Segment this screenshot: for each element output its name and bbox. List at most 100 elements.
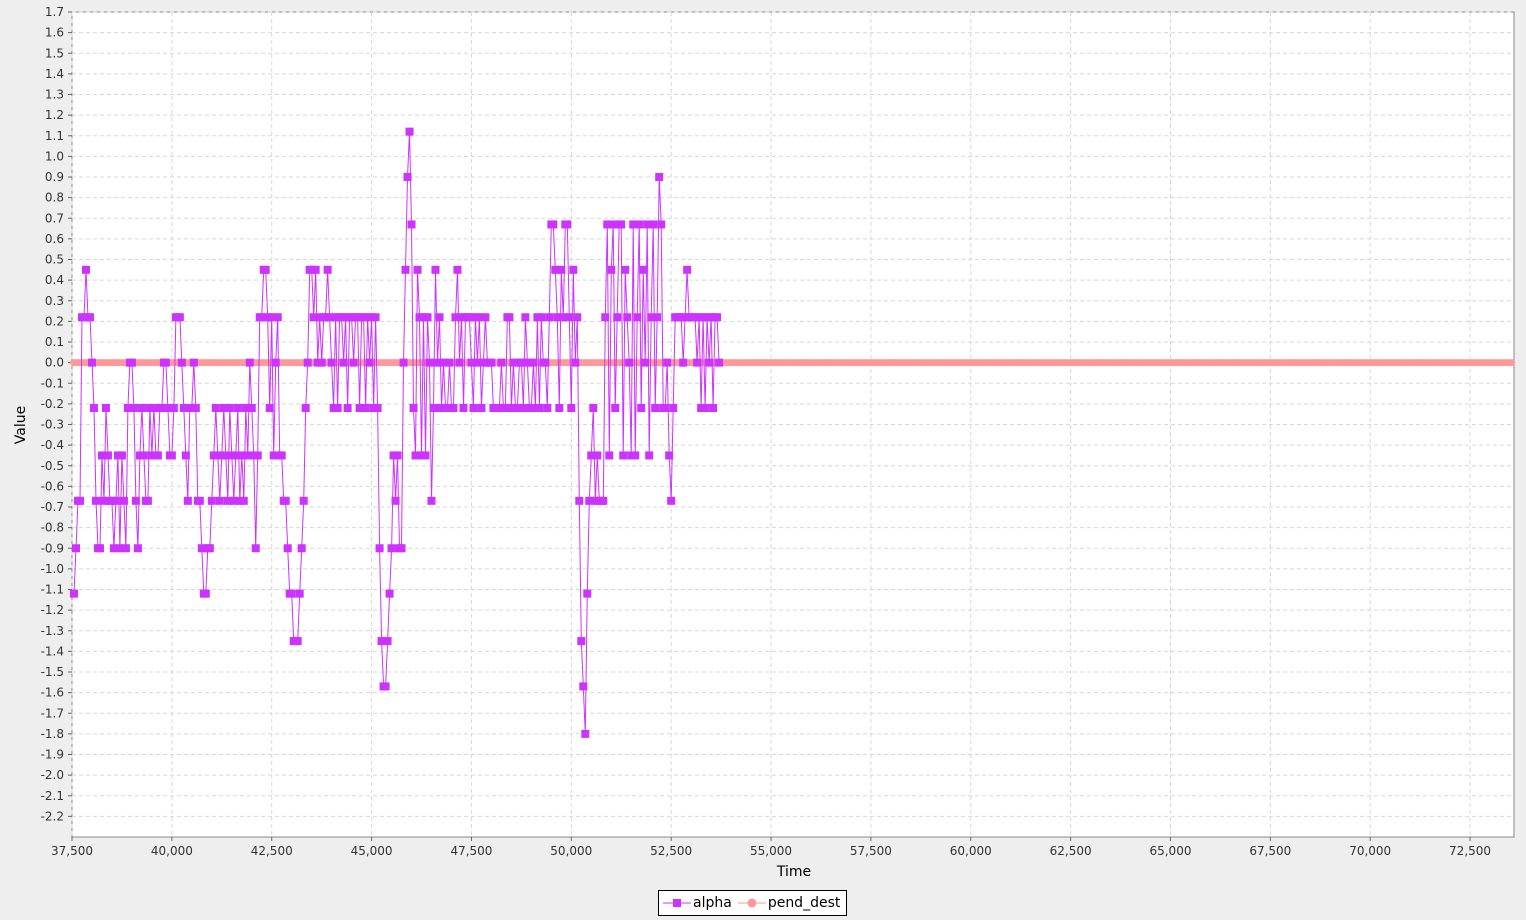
alpha-point: [131, 496, 140, 505]
alpha-point: [579, 682, 588, 691]
y-tick-label: 0.0: [45, 356, 64, 370]
alpha-point: [679, 358, 688, 367]
y-tick-label: -1.9: [41, 748, 64, 762]
alpha-point: [75, 496, 84, 505]
alpha-point: [299, 496, 308, 505]
alpha-point: [567, 404, 576, 412]
alpha-point: [535, 404, 544, 412]
square-marker-icon: [663, 899, 691, 907]
alpha-point: [181, 451, 190, 460]
alpha-point: [469, 404, 478, 412]
alpha-point: [207, 496, 216, 505]
alpha-point: [115, 544, 124, 553]
alpha-point: [473, 358, 482, 367]
alpha-point: [349, 358, 358, 367]
alpha-point: [623, 313, 632, 322]
alpha-point: [111, 496, 120, 505]
alpha-point: [361, 404, 370, 412]
alpha-point: [133, 544, 142, 553]
alpha-point: [267, 313, 276, 322]
alpha-point: [281, 496, 290, 505]
y-tick-label: -1.2: [41, 603, 64, 617]
alpha-point: [397, 544, 406, 553]
alpha-point: [383, 637, 392, 646]
y-tick-label: 1.3: [45, 88, 64, 102]
alpha-point: [431, 265, 440, 274]
alpha-point: [323, 265, 332, 274]
alpha-point: [195, 496, 204, 505]
alpha-point: [601, 313, 610, 322]
alpha-point: [161, 358, 170, 367]
alpha-point: [333, 404, 342, 412]
alpha-point: [169, 404, 178, 412]
alpha-point: [639, 265, 648, 274]
y-tick-label: 0.4: [45, 273, 64, 287]
alpha-point: [619, 451, 628, 460]
alpha-point: [197, 544, 206, 553]
y-tick-label: -1.0: [41, 562, 64, 576]
alpha-point: [459, 404, 468, 412]
alpha-point: [247, 404, 256, 412]
alpha-point: [667, 496, 676, 505]
x-tick-label: 70,000: [1349, 844, 1391, 858]
x-tick-label: 60,000: [950, 844, 992, 858]
alpha-point: [163, 404, 172, 412]
alpha-point: [175, 313, 184, 322]
alpha-point: [405, 127, 414, 136]
alpha-point: [563, 220, 572, 229]
alpha-point: [157, 404, 166, 412]
y-tick-label: -0.8: [41, 521, 64, 535]
alpha-point: [617, 220, 626, 229]
alpha-point: [655, 173, 664, 181]
alpha-point: [585, 496, 594, 505]
alpha-point: [577, 637, 586, 646]
alpha-point: [541, 358, 550, 367]
alpha-point: [241, 404, 250, 412]
alpha-point: [399, 358, 408, 367]
y-tick-label: 0.2: [45, 314, 64, 328]
alpha-point: [123, 404, 132, 412]
grid: [71, 11, 1514, 837]
y-tick-label: 0.8: [45, 191, 64, 205]
alpha-point: [103, 451, 112, 460]
alpha-point: [325, 313, 334, 322]
y-tick-label: -1.8: [41, 727, 64, 741]
alpha-point: [429, 404, 438, 412]
y-tick-label: 1.2: [45, 108, 64, 122]
alpha-point: [653, 313, 662, 322]
alpha-point: [453, 265, 462, 274]
alpha-point: [239, 496, 248, 505]
alpha-point: [449, 404, 458, 412]
alpha-point: [211, 404, 220, 412]
alpha-point: [293, 637, 302, 646]
alpha-point: [127, 358, 136, 367]
alpha-point: [625, 358, 634, 367]
y-tick-label: 1.5: [45, 46, 64, 60]
y-tick-label: 0.3: [45, 294, 64, 308]
alpha-point: [423, 313, 432, 322]
alpha-point: [605, 451, 614, 460]
alpha-point: [91, 496, 100, 505]
circle-marker-icon: [737, 898, 766, 908]
series-layer: [69, 127, 1516, 738]
alpha-point: [71, 544, 80, 553]
alpha-point: [435, 313, 444, 322]
alpha-point: [229, 496, 238, 505]
y-tick-label: -1.7: [41, 706, 64, 720]
alpha-point: [219, 404, 228, 412]
alpha-point: [631, 451, 640, 460]
alpha-point: [413, 265, 422, 274]
alpha-point: [481, 313, 490, 322]
alpha-point: [587, 451, 596, 460]
alpha-point: [445, 358, 454, 367]
alpha-point: [355, 404, 364, 412]
x-tick-label: 52,500: [650, 844, 692, 858]
alpha-point: [573, 313, 582, 322]
alpha-point: [137, 404, 146, 412]
alpha-point: [519, 404, 528, 412]
alpha-point: [407, 220, 416, 229]
y-axis: 1.7 1.6 1.5 1.4 1.3 1.2 1.1 1.0 0.9 0.8 0.7 0.6 0.5 0…: [41, 5, 72, 823]
alpha-point: [593, 451, 602, 460]
alpha-point: [521, 313, 530, 322]
alpha-point: [669, 404, 678, 412]
